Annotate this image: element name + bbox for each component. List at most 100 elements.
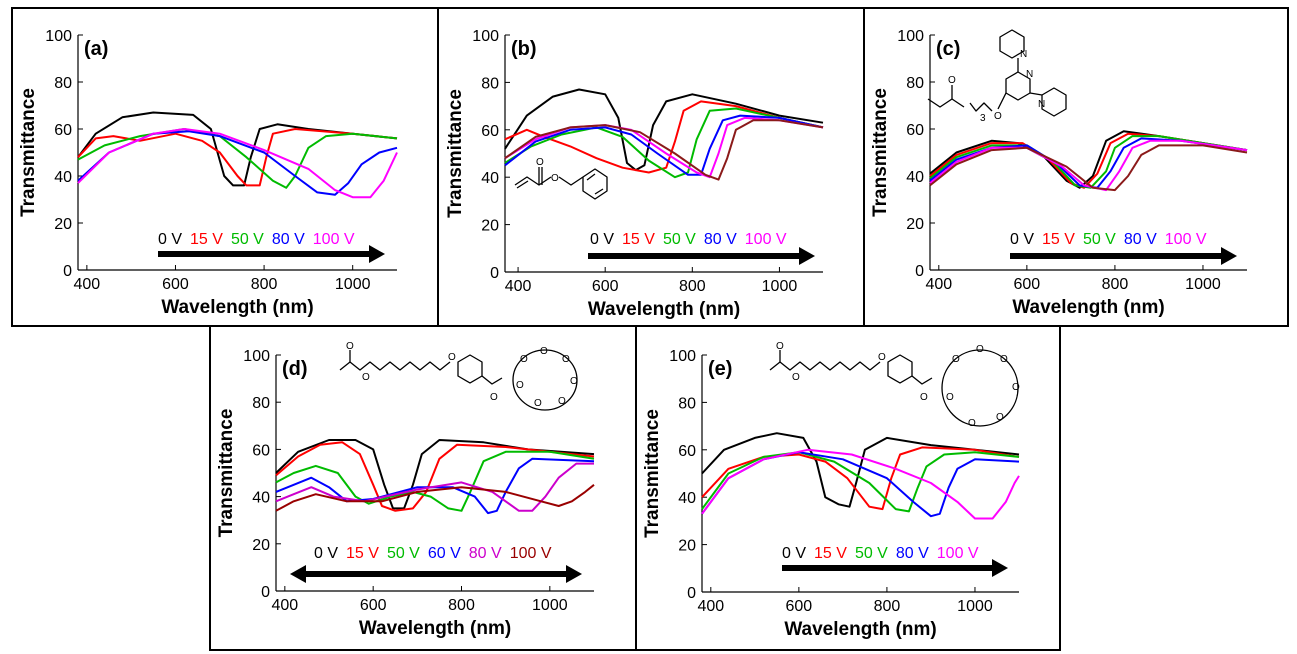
molecule-d-atom-8: O [570, 376, 578, 387]
voltage-label-b-4: 100 V [745, 231, 787, 248]
series-line-c-5 [929, 144, 1248, 192]
y-tick-label-c: 0 [915, 263, 924, 280]
molecule-e-atom-7: O [1000, 354, 1008, 365]
y-axis-title-d: Transmittance [216, 409, 237, 538]
molecule-d-atom-4: O [490, 392, 498, 403]
y-tick-label-a: 60 [54, 122, 72, 139]
y-tick-label-e: 80 [678, 395, 696, 412]
y-tick-label-b: 40 [481, 170, 499, 187]
x-tick-label-a: 800 [251, 276, 278, 293]
y-tick-label-b: 0 [490, 265, 499, 282]
series-line-d-2 [275, 450, 595, 512]
molecule-e-atom-1: O [776, 341, 784, 352]
panel-frame-c [863, 7, 1289, 327]
y-axis-title-c: Transmittance [870, 88, 891, 217]
voltage-label-c-1: 15 V [1042, 231, 1075, 248]
molecule-d-atom-9: O [558, 396, 566, 407]
x-tick-label-c: 1000 [1185, 276, 1221, 293]
voltage-label-e-1: 15 V [814, 545, 847, 562]
panel-frame-b [437, 7, 865, 327]
panel-d: 0 20 40 60 80 100 400 600 800 1000 Wavelength (nm)… [216, 348, 595, 639]
molecule-e-atom-10: O [968, 418, 976, 429]
panel-label-c: (c) [936, 38, 960, 60]
voltage-label-d-5: 100 V [510, 545, 552, 562]
molecule-crown-ether-acrylate-d: O O O O O O O O O O O [339, 341, 578, 411]
arrow-head-right-c [1221, 247, 1237, 265]
molecule-e-atom-5: O [952, 354, 960, 365]
y-tick-label-e: 100 [669, 348, 696, 365]
x-tick-label-a: 1000 [335, 276, 371, 293]
x-tick-label-d: 1000 [532, 597, 568, 614]
voltage-label-b-0: 0 V [590, 231, 614, 248]
y-tick-label-a: 40 [54, 169, 72, 186]
y-tick-label-e: 20 [678, 538, 696, 555]
molecule-benzyl-acrylate: O O [514, 157, 608, 200]
y-tick-label-a: 20 [54, 216, 72, 233]
voltage-label-d-0: 0 V [314, 545, 338, 562]
y-tick-label-d: 20 [252, 537, 270, 554]
y-tick-label-b: 60 [481, 123, 499, 140]
molecule-e-atom-4: O [920, 392, 928, 403]
y-axis-title-e: Transmittance [642, 409, 663, 538]
voltage-label-a-3: 80 V [272, 231, 305, 248]
voltage-label-c-2: 50 V [1083, 231, 1116, 248]
y-axis-title-a: Transmittance [18, 88, 39, 217]
molecule-e-atom-2: O [792, 372, 800, 383]
molecule-d-atom-10: O [534, 398, 542, 409]
y-tick-label-d: 40 [252, 490, 270, 507]
voltage-label-a-1: 15 V [190, 231, 223, 248]
series-line-a-1 [77, 128, 398, 187]
voltage-label-c-4: 100 V [1165, 231, 1207, 248]
molecule-d-atom-5: O [520, 354, 528, 365]
y-tick-label-c: 100 [897, 28, 924, 45]
molecule-c-atom-n3: N [1038, 99, 1045, 110]
series-line-b-3 [504, 114, 824, 176]
x-axis-title-e: Wavelength (nm) [784, 619, 936, 640]
arrow-head-right-a [369, 245, 385, 263]
arrow-head-right-e [992, 559, 1008, 577]
molecule-e-atom-9: O [996, 412, 1004, 423]
y-tick-label-b: 20 [481, 218, 499, 235]
y-tick-label-d: 0 [261, 584, 270, 601]
panel-label-b: (b) [511, 38, 537, 60]
molecule-c-atom-n1: N [1020, 49, 1027, 60]
series-line-e-0 [701, 432, 1020, 508]
y-tick-label-e: 60 [678, 443, 696, 460]
molecule-c-atom-o2: O [948, 75, 956, 86]
molecule-d-atom-2: O [362, 372, 370, 383]
series-line-a-4 [77, 128, 398, 199]
x-axis-title-d: Wavelength (nm) [359, 618, 511, 639]
x-tick-label-d: 400 [271, 597, 298, 614]
voltage-label-e-2: 50 V [855, 545, 888, 562]
panel-a: 0 20 40 60 80 100 400 600 800 1000 Wavelength (nm)… [18, 28, 398, 318]
x-tick-label-e: 400 [697, 598, 724, 615]
molecule-c-atom-o1: O [994, 111, 1002, 122]
series-line-b-1 [504, 100, 824, 174]
voltage-label-a-2: 50 V [231, 231, 264, 248]
molecule-c-subscript: 3 [980, 113, 986, 124]
x-tick-label-e: 600 [786, 598, 813, 615]
voltage-label-b-3: 80 V [704, 231, 737, 248]
y-tick-label-c: 60 [906, 122, 924, 139]
voltage-label-e-0: 0 V [782, 545, 806, 562]
molecule-b-atom-2: O [551, 173, 559, 184]
voltage-label-a-0: 0 V [158, 231, 182, 248]
x-axis-title-c: Wavelength (nm) [1012, 297, 1164, 318]
x-tick-label-b: 800 [679, 278, 706, 295]
molecule-d-atom-6: O [540, 346, 548, 357]
voltage-label-d-3: 60 V [428, 545, 461, 562]
y-axis-title-b: Transmittance [445, 89, 466, 218]
series-line-d-0 [275, 439, 595, 510]
molecule-c-atom-n2: N [1026, 69, 1033, 80]
voltage-label-b-1: 15 V [622, 231, 655, 248]
y-tick-label-e: 0 [687, 585, 696, 602]
y-tick-label-a: 80 [54, 75, 72, 92]
x-tick-label-d: 600 [360, 597, 387, 614]
voltage-label-b-2: 50 V [663, 231, 696, 248]
panel-label-d: (d) [282, 358, 308, 380]
x-tick-label-e: 800 [874, 598, 901, 615]
y-tick-label-a: 100 [45, 28, 72, 45]
molecule-crown-ether-acrylate-e: O O O O O O O O O O O [769, 341, 1020, 429]
voltage-label-c-3: 80 V [1124, 231, 1157, 248]
arrow-head-right-b [799, 247, 815, 265]
